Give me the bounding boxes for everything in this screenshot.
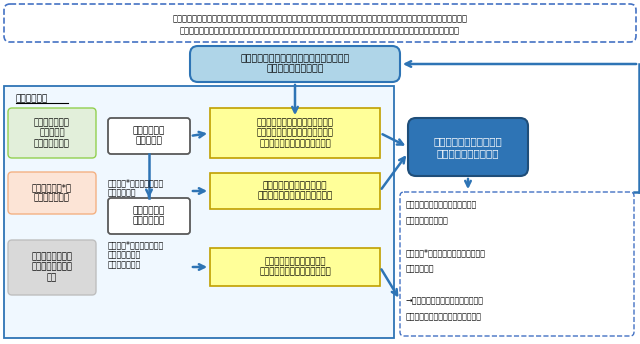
Text: 人生の最終段階における
医療・ケアの方針決定: 人生の最終段階における 医療・ケアの方針決定 (434, 136, 502, 158)
FancyBboxPatch shape (408, 118, 528, 176)
FancyBboxPatch shape (8, 240, 96, 295)
Text: →複数の専門家で構成する話し合い: →複数の専門家で構成する話し合い (406, 296, 484, 305)
Text: 本人と医療・ケアチームとの合意
形成に向けた十分な話し合いを踏
まえた、本人の意思決定が基本: 本人と医療・ケアチームとの合意 形成に向けた十分な話し合いを踏 まえた、本人の意… (257, 118, 333, 148)
Text: 本人や家族等*と
十分に話し合う: 本人や家族等*と 十分に話し合う (32, 183, 72, 203)
Text: 内容の決定が困難: 内容の決定が困難 (406, 216, 449, 225)
Text: ・家族等*が本人の意思を
　推定できない
・家族がいない: ・家族等*が本人の意思を 推定できない ・家族がいない (108, 240, 164, 270)
Bar (4, 86, 394, 338)
FancyBboxPatch shape (190, 46, 400, 82)
FancyBboxPatch shape (8, 108, 96, 158)
Text: 本人の推定意思を尊重し、
本人にとって最善の方針をとる: 本人の推定意思を尊重し、 本人にとって最善の方針をとる (257, 181, 333, 201)
Text: 本人の意思が
確認できる: 本人の意思が 確認できる (133, 126, 165, 146)
Bar (210, 248, 380, 286)
Text: ・家族等*の中で意見がまとまらない: ・家族等*の中で意見がまとまらない (406, 248, 486, 257)
Text: などの場合: などの場合 (406, 264, 435, 273)
Text: ・心身の状態等により医療・ケア: ・心身の状態等により医療・ケア (406, 200, 477, 209)
Text: の場を設置し、方針の検討や助言: の場を設置し、方針の検討や助言 (406, 312, 482, 321)
Text: 心身の状態に応じて意思は変化しうるため
繰り返し話し合うこと: 心身の状態に応じて意思は変化しうるため 繰り返し話し合うこと (241, 54, 349, 74)
FancyBboxPatch shape (108, 198, 190, 234)
Text: 主なポイント: 主なポイント (16, 94, 48, 103)
FancyBboxPatch shape (4, 4, 636, 42)
Text: 本人の意思が
確認できない: 本人の意思が 確認できない (133, 206, 165, 226)
Text: 話し合った内容を
都度文書にまとめ
共有: 話し合った内容を 都度文書にまとめ 共有 (31, 252, 72, 282)
FancyBboxPatch shape (400, 192, 634, 336)
Bar (210, 108, 380, 158)
Text: 本人にとって最善の方針を
医療・ケアチームで慎重に判断: 本人にとって最善の方針を 医療・ケアチームで慎重に判断 (259, 257, 331, 277)
FancyBboxPatch shape (108, 118, 190, 154)
Text: 本人の人生観や
価値観等、
できる限り把握: 本人の人生観や 価値観等、 できる限り把握 (34, 118, 70, 148)
FancyBboxPatch shape (8, 172, 96, 214)
Text: 介護従事者を含む多専門職種からなる医療・ケアチームと十分な話し合いを行い、本人の意思決定を基本として進めること。: 介護従事者を含む多専門職種からなる医療・ケアチームと十分な話し合いを行い、本人の… (180, 26, 460, 35)
Text: 人生の最終段階における医療・ケアについては、医師等の医療従事者から本人・家族等へ適切な情報の提供と説明がなされた上で、: 人生の最終段階における医療・ケアについては、医師等の医療従事者から本人・家族等へ… (173, 14, 467, 23)
Text: ・家族等*が本人の意思を
　推定できる: ・家族等*が本人の意思を 推定できる (108, 178, 164, 197)
Bar (210, 173, 380, 209)
